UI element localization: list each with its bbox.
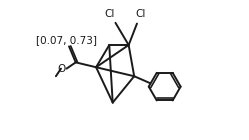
Text: Cl: Cl [104,9,115,19]
Text: Cl: Cl [135,9,146,19]
Text: O: O [57,64,65,74]
Text: [0.07, 0.73]: [0.07, 0.73] [36,35,97,45]
